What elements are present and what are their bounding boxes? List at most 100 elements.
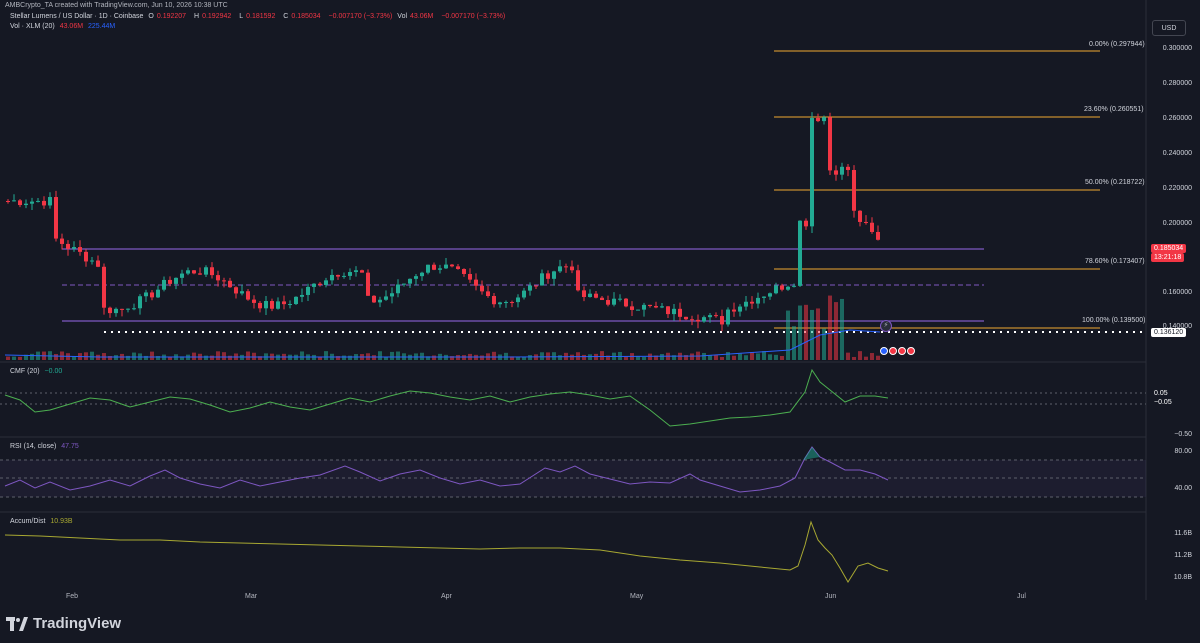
price-axis-tick: 0.240000 bbox=[1162, 150, 1192, 157]
volume-bar bbox=[426, 356, 430, 360]
candle-body bbox=[228, 280, 232, 288]
candle-body bbox=[618, 298, 622, 300]
volume-value: 43.06M bbox=[59, 23, 84, 30]
volume-bar bbox=[870, 353, 874, 360]
candle-body bbox=[534, 285, 538, 287]
volume-bar bbox=[510, 356, 514, 360]
rsi-title: RSI (14, close) bbox=[10, 443, 57, 450]
price-axis-tick: 0.280000 bbox=[1162, 80, 1192, 87]
candle-body bbox=[792, 285, 796, 287]
volume-bar bbox=[732, 355, 736, 360]
candle-body bbox=[432, 264, 436, 270]
candle-body bbox=[408, 278, 412, 284]
volume-bar bbox=[720, 356, 724, 360]
candle-body bbox=[264, 300, 268, 309]
high-value: 0.192942 bbox=[202, 13, 232, 20]
cmf-legend[interactable]: CMF (20) −0.00 bbox=[10, 367, 65, 376]
fib-label: 0.00% (0.297944) bbox=[1089, 41, 1145, 48]
volume-bar bbox=[774, 354, 778, 360]
candle-body bbox=[372, 295, 376, 303]
event-flags[interactable] bbox=[880, 347, 915, 355]
price-axis-tick: 0.300000 bbox=[1162, 45, 1192, 52]
volume-bar bbox=[384, 356, 388, 360]
candle-body bbox=[762, 296, 766, 298]
volume-bar bbox=[318, 356, 322, 360]
tradingview-logo[interactable]: TradingView bbox=[6, 615, 121, 632]
candle-body bbox=[696, 319, 700, 322]
ad-legend[interactable]: Accum/Dist 10.93B bbox=[10, 517, 76, 526]
cmf-title: CMF (20) bbox=[10, 368, 40, 375]
volume-bar bbox=[246, 351, 250, 360]
rsi-legend[interactable]: RSI (14, close) 47.75 bbox=[10, 442, 82, 451]
volume-bar bbox=[258, 356, 262, 360]
rsi-axis-tick: 80.00 bbox=[1174, 448, 1192, 455]
x-axis-tick: Mar bbox=[245, 593, 258, 600]
volume-bar bbox=[372, 355, 376, 360]
candle-body bbox=[666, 306, 670, 315]
candle-body bbox=[510, 302, 514, 304]
lightning-icon[interactable]: ⚡ bbox=[880, 320, 892, 332]
candle-body bbox=[420, 272, 424, 277]
volume-bar bbox=[654, 355, 658, 360]
volume-bar bbox=[18, 356, 22, 360]
fib-retracement[interactable] bbox=[774, 50, 1100, 329]
candle-body bbox=[768, 293, 772, 297]
range-lines[interactable] bbox=[62, 248, 984, 322]
event-icon[interactable] bbox=[907, 347, 915, 355]
candle-body bbox=[36, 200, 40, 202]
candle-body bbox=[750, 301, 754, 304]
volume-title: Vol · XLM (20) bbox=[10, 23, 55, 30]
volume-bar bbox=[396, 351, 400, 360]
candle-body bbox=[342, 275, 346, 277]
candle-body bbox=[48, 197, 52, 206]
volume-bar bbox=[156, 356, 160, 360]
candle-body bbox=[378, 299, 382, 303]
candle-body bbox=[630, 306, 634, 310]
candle-body bbox=[306, 286, 310, 295]
symbol-name: Stellar Lumens / US Dollar · 1D · Coinba… bbox=[10, 13, 144, 20]
candle-body bbox=[366, 272, 370, 296]
candle-body bbox=[18, 200, 22, 206]
volume-bar bbox=[324, 351, 328, 360]
volume-bar bbox=[642, 356, 646, 360]
candle-body bbox=[300, 294, 304, 297]
cmf-axis-lower: −0.05 bbox=[1151, 398, 1175, 407]
brand-name: TradingView bbox=[33, 615, 122, 632]
event-icon[interactable] bbox=[898, 347, 906, 355]
candle-body bbox=[174, 277, 178, 284]
candle-body bbox=[186, 270, 190, 274]
volume-bar bbox=[864, 356, 868, 360]
ad-axis-tick: 11.6B bbox=[1174, 530, 1192, 537]
volume-bar bbox=[570, 354, 574, 360]
volume-bars bbox=[6, 295, 880, 360]
us-flag-icon[interactable] bbox=[880, 347, 888, 355]
candle-body bbox=[828, 117, 832, 171]
volume-bar bbox=[504, 352, 508, 360]
main-chart[interactable] bbox=[0, 0, 1200, 600]
volume-legend[interactable]: Vol · XLM (20) 43.06M 225.44M bbox=[10, 22, 118, 31]
symbol-legend[interactable]: Stellar Lumens / US Dollar · 1D · Coinba… bbox=[10, 13, 506, 20]
candle-body bbox=[714, 315, 718, 317]
currency-button[interactable]: USD bbox=[1152, 20, 1186, 36]
candle-body bbox=[246, 291, 250, 300]
candle-body bbox=[348, 272, 352, 276]
volume-bar bbox=[540, 352, 544, 360]
candle-body bbox=[360, 270, 364, 273]
volume-bar bbox=[144, 355, 148, 360]
candle-body bbox=[210, 267, 214, 276]
candle-body bbox=[558, 266, 562, 272]
candle-body bbox=[138, 296, 142, 309]
volume-bar bbox=[90, 351, 94, 360]
candle-body bbox=[570, 266, 574, 271]
candle-body bbox=[54, 197, 58, 239]
low-value: 0.181592 bbox=[246, 13, 276, 20]
volume-bar bbox=[378, 351, 382, 360]
candle-body bbox=[276, 301, 280, 309]
event-icon[interactable] bbox=[889, 347, 897, 355]
change-value: −0.007170 (−3.73%) bbox=[328, 13, 393, 20]
volume-ma-value: 225.44M bbox=[88, 23, 116, 30]
volume-bar bbox=[756, 353, 760, 360]
candle-body bbox=[654, 306, 658, 308]
volume-bar bbox=[558, 355, 562, 360]
candle-body bbox=[840, 166, 844, 175]
